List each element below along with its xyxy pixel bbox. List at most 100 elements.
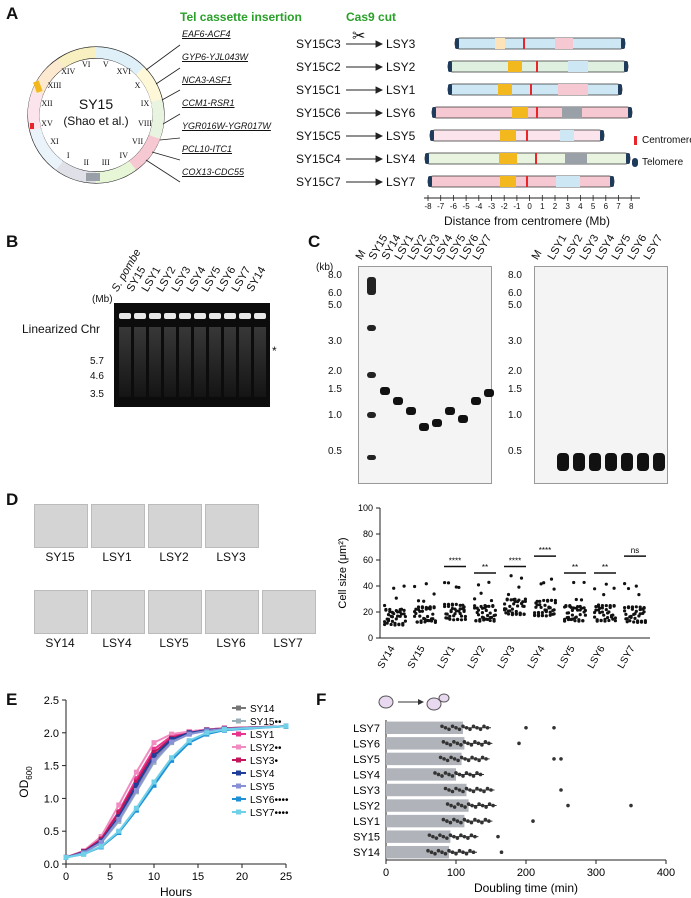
cell-size-point [443, 580, 447, 585]
cell-size-point [508, 609, 512, 613]
growth-point [133, 782, 139, 788]
growth-legend-label: LSY2•• [250, 743, 282, 754]
southern-band [605, 453, 617, 471]
cell-size-point [473, 597, 477, 601]
cell-size-point [399, 607, 404, 611]
cell-size-y-tick: 80 [363, 529, 373, 539]
significance-label: ** [602, 563, 608, 572]
doubling-point [443, 786, 448, 791]
cell-size-point [593, 615, 597, 619]
doubling-point [469, 743, 474, 747]
southern-marker-label: 0.5 [328, 446, 342, 457]
growth-point [186, 731, 192, 737]
doubling-point [431, 834, 435, 839]
doubling-point [473, 740, 477, 744]
doubling-point [445, 741, 449, 746]
centromere-legend-swatch [634, 136, 637, 145]
doubling-point [471, 774, 476, 778]
doubling-category-label: LSY1 [353, 816, 380, 828]
distance-tick-label: -2 [500, 202, 508, 211]
southern-band [419, 423, 429, 431]
chromosome-label: XII [41, 99, 53, 109]
doubling-point [462, 817, 467, 822]
cell-size-point [416, 599, 421, 603]
doubling-point [452, 757, 457, 761]
cell-size-point [602, 592, 606, 597]
cell-size-point [548, 610, 552, 614]
chromosome-label: VII [132, 136, 144, 146]
southern-blot-left [358, 266, 494, 484]
micrograph-image [262, 590, 316, 634]
doubling-x-tick: 200 [517, 867, 535, 879]
doubling-point [440, 774, 444, 778]
pfge-well-band [179, 313, 191, 319]
cell-size-point [463, 614, 467, 619]
pfge-well-band [224, 313, 236, 319]
cell-size-point [428, 606, 432, 610]
cell-size-point [484, 608, 488, 613]
significance-label: ns [631, 546, 639, 555]
cell-size-point [423, 617, 427, 621]
doubling-x-tick: 300 [587, 867, 605, 879]
cell-size-point [535, 599, 539, 604]
cell-size-point [503, 607, 507, 611]
chromosome-label: III [101, 158, 110, 168]
doubling-point [427, 833, 432, 837]
growth-x-tick: 10 [148, 871, 160, 883]
doubling-point [440, 850, 444, 855]
doubling-point [457, 788, 462, 792]
cell-size-point [577, 618, 581, 622]
cell-size-point [396, 610, 400, 614]
pfge-unit: (Mb) [92, 294, 113, 305]
southern-right-lane-label: M [529, 248, 545, 262]
micrograph-image [91, 590, 145, 634]
micrograph-label: LSY4 [102, 636, 132, 650]
distance-tick-label: 4 [578, 202, 583, 211]
pfge-well-band [164, 313, 176, 319]
cell-size-point [487, 580, 491, 584]
cell-size-point [459, 618, 464, 622]
cell-size-point [578, 613, 582, 617]
doubling-point [450, 724, 455, 729]
doubling-point [434, 836, 439, 840]
pfge-lane-smear [119, 327, 131, 397]
cell-size-category-label: SY15 [406, 644, 428, 671]
doubling-point [457, 848, 462, 853]
growth-point [151, 746, 157, 752]
cell-size-point [393, 621, 397, 625]
growth-point [221, 727, 227, 733]
cell-size-point [604, 603, 608, 608]
southern-marker-label: 6.0 [328, 288, 342, 299]
genome-reference: (Shao et al.) [63, 114, 129, 128]
cell-size-y-tick: 0 [368, 633, 373, 643]
southern-marker-label: 1.0 [328, 410, 342, 421]
cell-size-point [538, 603, 542, 607]
doubling-point [436, 772, 441, 777]
cell-size-point [503, 602, 507, 606]
doubling-bar [386, 783, 467, 797]
cell-size-point [504, 611, 508, 615]
doubling-point [466, 836, 470, 840]
insertion-gene-label: CCM1-RSR1 [182, 98, 235, 108]
growth-point [151, 749, 157, 755]
southern-marker-label: 8.0 [328, 270, 342, 281]
cell-size-point [533, 611, 537, 615]
distance-tick-label: 7 [616, 202, 621, 211]
doubling-point [452, 740, 456, 744]
cell-size-point [613, 619, 617, 623]
southern-band [589, 453, 601, 471]
cell-size-point [418, 614, 422, 618]
distance-tick-label: 8 [628, 202, 634, 211]
cell-size-point [583, 613, 587, 617]
cell-size-point [476, 583, 481, 587]
cell-size-y-tick: 100 [358, 503, 373, 513]
southern-unit: (kb) [316, 262, 334, 273]
distance-axis-label: Distance from centromere (Mb) [444, 214, 611, 228]
doubling-point [447, 788, 451, 792]
growth-point [169, 739, 175, 745]
southern-band [406, 407, 416, 415]
growth-point [204, 730, 210, 736]
micrograph-label: SY14 [45, 636, 75, 650]
cell-size-point [638, 605, 642, 609]
distance-tick-label: 0 [527, 202, 532, 211]
